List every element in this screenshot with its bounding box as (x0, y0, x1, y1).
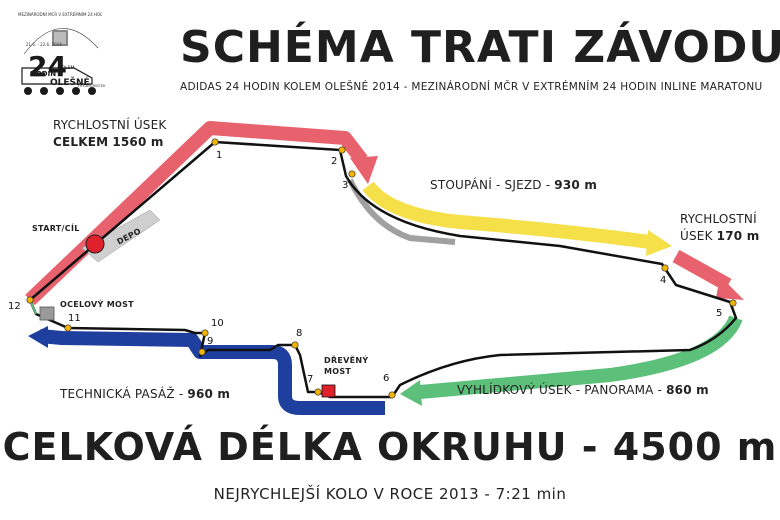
logo-date: 21.6. - 22.6. 2014 (26, 42, 62, 47)
checkpoint-9-dot (198, 348, 206, 356)
checkpoint-11-label: 11 (68, 313, 81, 324)
logo-graphic (21, 28, 99, 95)
start-finish-label: START/CÍL (32, 224, 80, 233)
checkpoint-3-dot (348, 170, 356, 178)
fast-section-arrow (25, 121, 368, 306)
fast-section-label-line2: CELKEM 1560 m (53, 135, 164, 149)
steel-bridge-label: OCELOVÝ MOST (60, 300, 134, 309)
climb-section-prefix: STOUPÁNÍ - SJEZD - (430, 178, 555, 192)
checkpoint-11-dot (64, 324, 72, 332)
fast-right-length-value: 170 m (716, 229, 760, 243)
panorama-section-arrowhead (400, 380, 422, 406)
total-length-heading: CELKOVÁ DÉLKA OKRUHU - 4500 m (2, 425, 778, 469)
checkpoint-7-dot (314, 388, 322, 396)
fast-section-label-line1: RYCHLOSTNÍ ÚSEK (53, 118, 167, 132)
fastest-lap-text: NEJRYCHLEJŠÍ KOLO V ROCE 2013 - 7:21 min (213, 485, 567, 503)
steel-bridge-marker (39, 306, 55, 321)
skate-icon (21, 67, 93, 85)
checkpoint-3-label: 3 (342, 180, 349, 191)
technical-section-length: 960 m (187, 387, 231, 401)
checkpoint-2-dot (338, 146, 346, 154)
fast-section-length: 1560 m (112, 135, 164, 149)
page-subtitle: ADIDAS 24 HODIN KOLEM OLEŠNÉ 2014 - MEZI… (180, 81, 763, 93)
checkpoint-1-dot (211, 138, 219, 146)
checkpoint-1-label: 1 (216, 150, 223, 161)
checkpoint-5-label: 5 (716, 308, 723, 319)
checkpoint-2-label: 2 (331, 156, 338, 167)
logo-place: FRÝDEK-MÍSTEK (78, 84, 106, 88)
fast-section-arrowhead (350, 156, 378, 184)
checkpoint-10-label: 10 (211, 318, 224, 329)
checkpoint-12-label: 12 (8, 301, 21, 312)
fast-right-label-line1: RYCHLOSTNÍ (680, 212, 757, 226)
checkpoint-4-dot (661, 264, 669, 272)
checkpoint-10-dot (201, 329, 209, 337)
climb-section-arrow (362, 181, 651, 249)
wooden-bridge-label-1: DŘEVĚNÝ (324, 356, 369, 365)
climb-section-length: 930 m (554, 178, 598, 192)
wooden-bridge-label-2: MOST (324, 367, 352, 376)
logo-top-text: MEZINÁRODNÍ MČR V EXTRÉMNÍM 24 HODIN INL… (18, 12, 102, 17)
track-line (28, 140, 738, 399)
checkpoint-8-dot (291, 341, 299, 349)
climb-section-label: STOUPÁNÍ - SJEZD - 930 m (430, 178, 597, 192)
checkpoint-6-dot (388, 391, 396, 399)
logo-olesne: OLEŠNÉ (50, 78, 90, 88)
wooden-bridge-marker (321, 384, 336, 398)
fast-right-prefix: ÚSEK (680, 229, 713, 243)
checkpoint-8-label: 8 (296, 328, 303, 339)
checkpoint-4-label: 4 (660, 275, 667, 286)
checkpoint-dots (26, 138, 737, 399)
fast-right-section-arrowhead (716, 276, 744, 300)
panorama-section-prefix: VYHLÍDKOVÝ ÚSEK - PANORAMA - (457, 383, 667, 397)
technical-section-arrow (39, 329, 385, 415)
logo-kolem: KOLEM (59, 66, 75, 71)
fast-right-label-line2: ÚSEK 170 m (680, 229, 759, 243)
panorama-section-arrow (419, 315, 743, 399)
checkpoint-9-label: 9 (207, 336, 214, 347)
logo-hodin: HODIN (30, 70, 57, 78)
start-finish-marker (85, 234, 105, 254)
checkpoint-12-dot (26, 296, 34, 304)
event-logo: MEZINÁRODNÍ MČR V EXTRÉMNÍM 24 HODIN INL… (14, 8, 106, 98)
logo-number: 24 (28, 50, 67, 83)
climb-section-arrowhead (646, 230, 672, 256)
checkpoint-7-label: 7 (307, 374, 314, 385)
technical-section-prefix: TECHNICKÁ PASÁŽ - (60, 387, 188, 401)
technical-section-label: TECHNICKÁ PASÁŽ - 960 m (60, 387, 230, 401)
page-title: SCHÉMA TRATI ZÁVODU (180, 22, 780, 73)
checkpoint-6-label: 6 (383, 373, 390, 384)
panorama-section-label: VYHLÍDKOVÝ ÚSEK - PANORAMA - 860 m (457, 383, 709, 397)
fast-section-prefix: CELKEM (53, 135, 109, 149)
technical-section-arrowhead (28, 326, 48, 348)
checkpoint-5-dot (729, 299, 737, 307)
panorama-section-length: 860 m (666, 383, 709, 397)
